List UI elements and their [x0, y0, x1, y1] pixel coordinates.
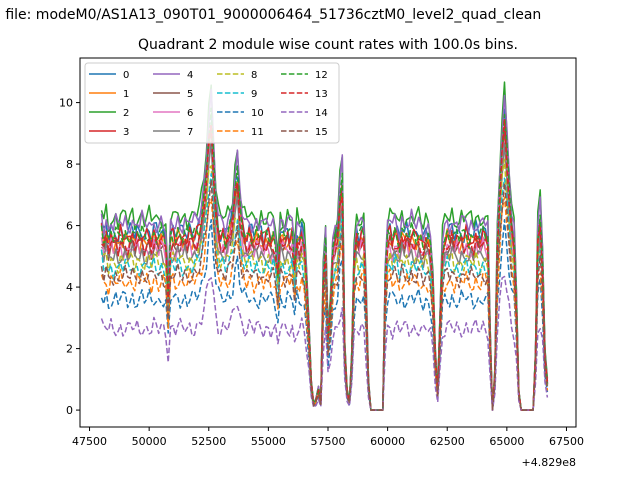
legend-label-14: 14	[315, 108, 328, 119]
legend-label-10: 10	[251, 108, 264, 119]
y-tick-label: 4	[66, 281, 73, 294]
legend-box	[84, 62, 340, 144]
x-tick-label: 55000	[251, 435, 286, 448]
y-tick-label: 8	[66, 158, 73, 171]
y-tick-label: 10	[59, 97, 73, 110]
x-tick-label: 50000	[132, 435, 167, 448]
legend-label-4: 4	[187, 70, 193, 81]
chart-title: Quadrant 2 module wise count rates with …	[138, 37, 518, 53]
legend-label-0: 0	[123, 70, 129, 81]
x-tick-label: 57500	[311, 435, 346, 448]
x-tick-label: 60000	[370, 435, 405, 448]
series-line-10	[100, 218, 549, 411]
x-tick-label: 65000	[489, 435, 524, 448]
y-tick-label: 6	[66, 220, 73, 233]
legend-label-13: 13	[315, 89, 328, 100]
x-offset-label: +4.829e8	[522, 456, 576, 469]
legend-label-6: 6	[187, 108, 193, 119]
x-tick-label: 62500	[430, 435, 465, 448]
legend-label-2: 2	[123, 108, 129, 119]
legend-label-11: 11	[251, 127, 264, 138]
legend-label-15: 15	[315, 127, 328, 138]
legend-label-1: 1	[123, 89, 129, 100]
x-tick-label: 47500	[72, 435, 107, 448]
series-line-8	[101, 158, 549, 411]
legend-label-9: 9	[251, 89, 257, 100]
series-lines	[100, 81, 549, 411]
series-line-15	[100, 179, 549, 411]
series-line-12	[100, 107, 549, 411]
legend-label-5: 5	[187, 89, 193, 100]
series-line-14	[100, 275, 549, 411]
x-tick-label: 52500	[191, 435, 226, 448]
legend-label-8: 8	[251, 70, 257, 81]
y-tick-label: 2	[66, 343, 73, 356]
series-line-11	[100, 196, 549, 411]
legend-label-7: 7	[187, 127, 193, 138]
chart-suptitle: n file: modeM0/AS1A13_090T01_9000006464_…	[0, 7, 541, 23]
y-tick-label: 0	[66, 404, 73, 417]
x-tick-label: 67500	[549, 435, 584, 448]
x-axis: 47500 50000 52500 55000 57500 60000 62500 65000…	[72, 427, 584, 448]
legend-label-3: 3	[123, 127, 129, 138]
series-line-13	[101, 118, 549, 411]
y-axis: 0 2 4 6 8 10	[59, 97, 80, 417]
legend-label-12: 12	[315, 70, 328, 81]
